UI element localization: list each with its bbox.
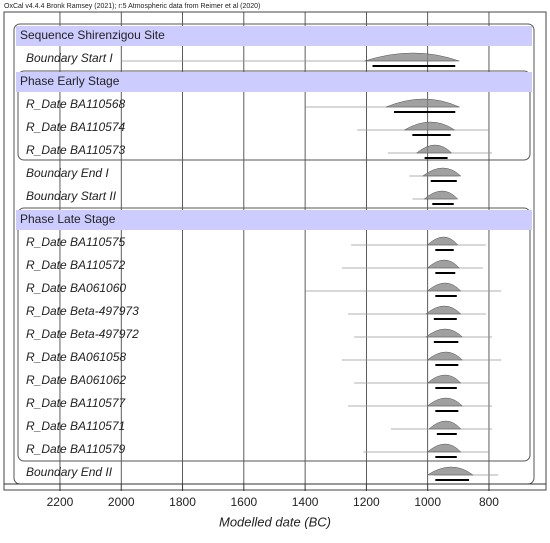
distribution <box>364 52 460 62</box>
row-label: R_Date BA110573 <box>26 143 126 157</box>
distribution <box>423 190 459 200</box>
group-header <box>16 26 532 46</box>
plot-frame <box>3 11 547 491</box>
row-label: Boundary End I <box>26 166 109 180</box>
distribution <box>422 167 462 177</box>
x-tick-label: 1000 <box>414 495 441 509</box>
row-label: R_Date BA061062 <box>26 373 126 387</box>
distribution <box>415 144 453 154</box>
row-label: R_Date BA110571 <box>26 419 125 433</box>
distribution <box>426 282 462 292</box>
distribution <box>426 397 463 407</box>
x-tick-label: 2200 <box>47 495 74 509</box>
distribution <box>426 443 462 453</box>
x-tick-label: 1200 <box>353 495 380 509</box>
sequence-box <box>13 23 535 485</box>
distribution <box>426 374 462 384</box>
distribution <box>425 328 463 338</box>
phase-box <box>17 70 531 161</box>
row-label: R_Date BA110574 <box>26 120 126 134</box>
row-label: R_Date BA110579 <box>26 442 126 456</box>
distribution <box>426 259 460 269</box>
caption: OxCal v4.4.4 Bronk Ramsey (2021); r:5 At… <box>4 3 260 10</box>
row-label: Boundary Start II <box>26 189 117 203</box>
x-tick-label: 1600 <box>230 495 257 509</box>
phase-box <box>17 207 531 462</box>
row-label: Boundary Start I <box>26 51 113 65</box>
x-tick-label: 1400 <box>292 495 319 509</box>
x-tick-label: 1800 <box>169 495 196 509</box>
group-header <box>16 72 532 92</box>
row-label: R_Date BA110577 <box>26 396 127 410</box>
row-label: R_Date Beta-497973 <box>26 304 139 318</box>
row-label: R_Date BA110568 <box>26 97 126 111</box>
row-label: R_Date BA110572 <box>26 258 126 272</box>
distribution <box>385 98 460 108</box>
row-label: Boundary End II <box>26 465 113 479</box>
row-label: R_Date BA061060 <box>26 281 126 295</box>
distribution <box>426 351 463 361</box>
distribution <box>428 420 462 430</box>
distribution <box>426 466 474 476</box>
x-tick-label: 800 <box>479 495 499 509</box>
x-axis-title: Modelled date (BC) <box>219 514 331 529</box>
group-label: Sequence Shirenzigou Site <box>20 28 165 42</box>
group-label: Phase Early Stage <box>20 74 120 88</box>
distribution <box>425 305 462 315</box>
group-header <box>16 210 532 230</box>
x-tick-label: 2000 <box>108 495 135 509</box>
distribution <box>403 121 456 131</box>
distribution <box>426 236 459 246</box>
row-label: R_Date BA061058 <box>26 350 126 364</box>
row-label: R_Date Beta-497972 <box>26 327 139 341</box>
row-label: R_Date BA110575 <box>26 235 126 249</box>
group-label: Phase Late Stage <box>20 212 116 226</box>
